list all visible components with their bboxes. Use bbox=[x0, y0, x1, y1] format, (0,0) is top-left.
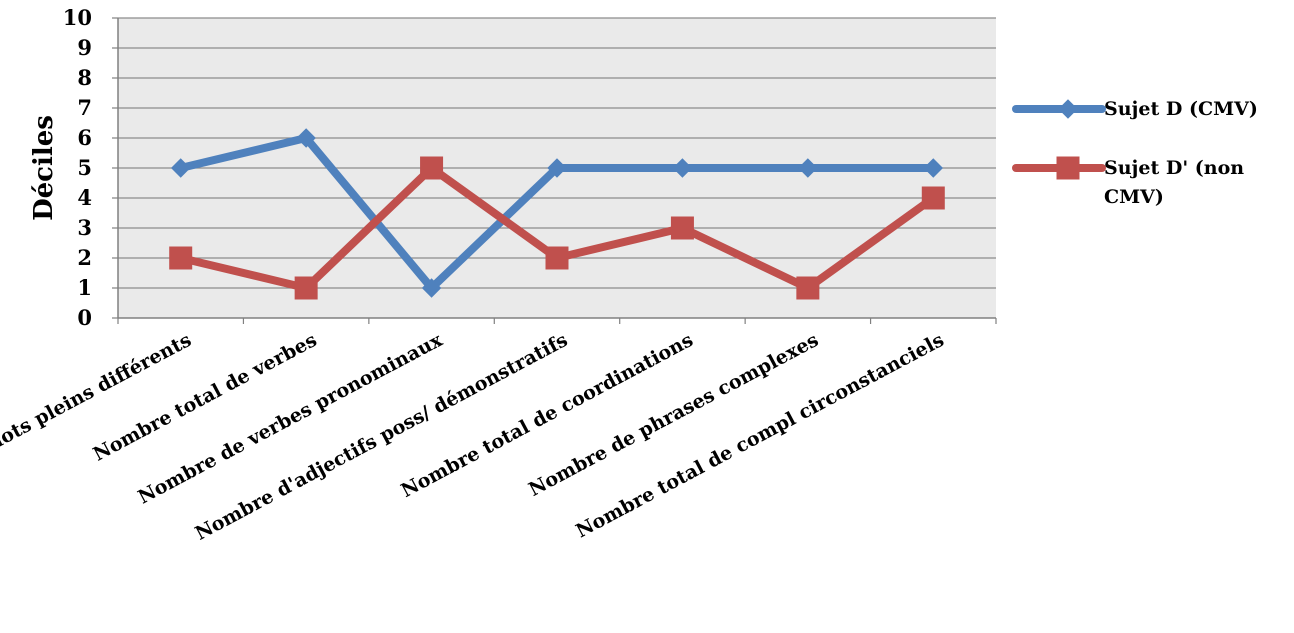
data-point-marker bbox=[672, 158, 693, 178]
y-tick-label: 1 bbox=[77, 275, 92, 300]
data-point-marker bbox=[670, 216, 694, 240]
legend-item: Sujet D (CMV) bbox=[1012, 98, 1258, 120]
y-tick-label: 5 bbox=[77, 155, 92, 180]
legend-label: Sujet D' (non CMV) bbox=[1104, 157, 1244, 208]
legend-marker-swatch bbox=[1056, 156, 1080, 180]
data-point-marker bbox=[796, 276, 820, 300]
data-point-marker bbox=[923, 158, 943, 178]
y-tick-label: 9 bbox=[77, 35, 92, 60]
y-tick-label: 7 bbox=[77, 95, 92, 120]
data-point-marker bbox=[294, 276, 318, 300]
y-axis-title: Déciles bbox=[29, 115, 59, 221]
series-2 bbox=[169, 156, 945, 300]
y-tick-label: 4 bbox=[77, 185, 92, 210]
y-tick-label: 8 bbox=[77, 65, 92, 90]
legend: Sujet D (CMV) Sujet D' (non CMV) bbox=[1012, 98, 1258, 208]
data-point-marker bbox=[921, 186, 945, 210]
data-point-marker bbox=[420, 156, 444, 180]
data-point-marker bbox=[545, 246, 569, 270]
data-point-marker bbox=[296, 128, 316, 148]
x-category-label: Nombre total de verbes bbox=[90, 329, 321, 466]
series-1 bbox=[171, 128, 943, 298]
y-tick-label: 10 bbox=[63, 5, 92, 30]
y-tick-label: 6 bbox=[77, 125, 92, 150]
legend-item: Sujet D' (non CMV) bbox=[1012, 156, 1244, 208]
data-point-marker bbox=[171, 158, 191, 178]
data-point-marker bbox=[798, 158, 818, 178]
data-point-marker bbox=[169, 246, 193, 270]
y-tick-label: 2 bbox=[77, 245, 92, 270]
y-tick-label: 0 bbox=[77, 305, 92, 330]
series-layer bbox=[169, 128, 945, 300]
data-point-marker bbox=[421, 278, 442, 298]
legend-marker-swatch bbox=[1058, 99, 1078, 119]
y-tick-label: 3 bbox=[77, 215, 92, 240]
data-point-marker bbox=[547, 158, 567, 178]
legend-label: Sujet D (CMV) bbox=[1104, 98, 1258, 120]
